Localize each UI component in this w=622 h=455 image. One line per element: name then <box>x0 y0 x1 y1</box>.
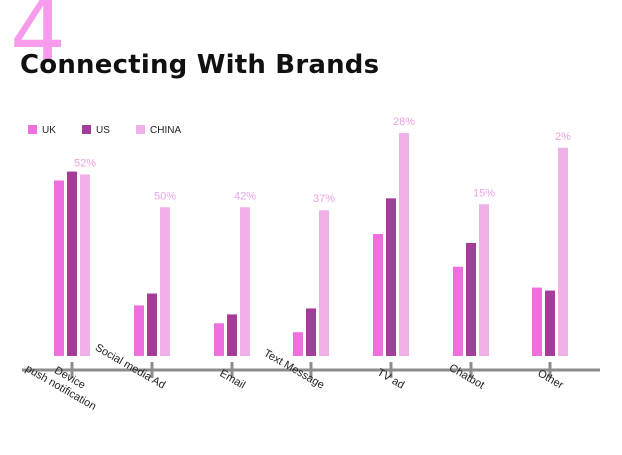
bar-uk-social-media-ad <box>134 305 144 356</box>
bar-china-tv-ad <box>399 132 409 356</box>
legend-label-china: CHINA <box>150 125 181 136</box>
value-label-text-message: 37% <box>313 193 335 205</box>
bar-uk-device-push-notification <box>54 180 64 356</box>
bar-china-email <box>240 207 250 356</box>
value-label-other: 2% <box>555 131 571 143</box>
value-label-email: 42% <box>234 190 256 202</box>
legend-swatch-uk <box>28 125 37 134</box>
bar-china-other <box>558 147 568 356</box>
chart-title: Connecting With Brands <box>20 50 380 80</box>
legend-label-uk: UK <box>42 125 56 136</box>
bar-china-device-push-notification <box>80 174 90 356</box>
bar-uk-tv-ad <box>373 234 383 356</box>
x-tick-label-chatbot: Chatbot <box>447 362 486 392</box>
bar-us-chatbot <box>466 242 476 356</box>
value-label-social-media-ad: 50% <box>154 190 176 202</box>
bar-us-email <box>227 314 237 356</box>
legend: UK US CHINA <box>28 125 181 136</box>
legend-label-us: US <box>96 125 110 136</box>
bar-us-device-push-notification <box>67 171 77 356</box>
bar-uk-other <box>532 287 542 356</box>
bar-china-chatbot <box>479 204 489 356</box>
value-label-tv-ad: 28% <box>393 116 415 128</box>
legend-swatch-us <box>82 125 91 134</box>
x-tick-label-device-push-notification: Devicepush notification <box>23 351 104 412</box>
bar-china-text-message <box>319 210 329 356</box>
bar-us-tv-ad <box>386 198 396 356</box>
bar-china-social-media-ad <box>160 207 170 356</box>
bar-uk-email <box>214 323 224 356</box>
bar-us-text-message <box>306 308 316 356</box>
bar-uk-text-message <box>293 332 303 356</box>
x-axis <box>22 362 600 378</box>
value-labels: 52% 50% 42% 37% 28% 15% 2% <box>74 116 571 205</box>
bar-uk-chatbot <box>453 266 463 356</box>
legend-swatch-china <box>136 125 145 134</box>
section-number: 4 <box>10 0 66 83</box>
value-label-chatbot: 15% <box>473 187 495 199</box>
bars <box>54 132 568 356</box>
value-label-device-push-notification: 52% <box>74 158 96 170</box>
bar-us-social-media-ad <box>147 293 157 356</box>
bar-us-other <box>545 290 555 356</box>
